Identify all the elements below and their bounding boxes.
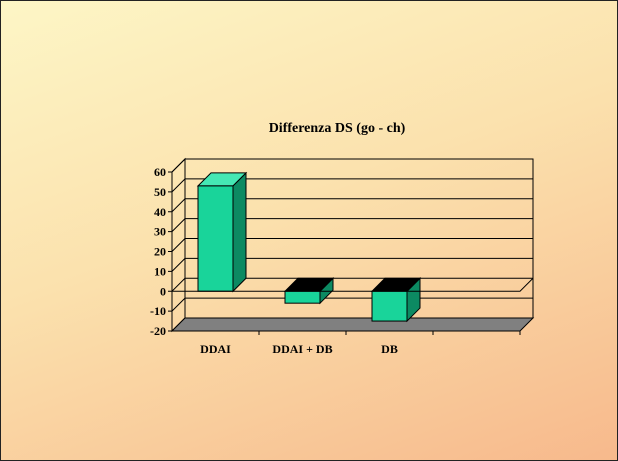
gridline	[168, 158, 533, 173]
bar-front	[197, 185, 234, 292]
y-tick-label: 50	[154, 185, 166, 199]
bar	[196, 171, 248, 293]
category-labels: DDAI DDAI + DB DB	[200, 331, 521, 356]
bar-front	[371, 290, 408, 322]
gridline	[168, 178, 533, 193]
floor-plane	[170, 317, 535, 332]
y-tick-label: 0	[160, 284, 166, 298]
bar	[370, 277, 422, 323]
chart-title: Differenza DS (go - ch)	[269, 121, 406, 136]
category-label: DB	[381, 342, 398, 356]
zero-baseline	[172, 277, 534, 292]
y-tick-label: 20	[154, 245, 166, 259]
gridline	[168, 198, 533, 213]
gridline	[168, 277, 533, 292]
y-tick-label: -10	[150, 304, 166, 318]
y-axis-tick-labels: 60 50 40 30 20 10 0 -10 -20	[150, 165, 166, 338]
y-tick-label: -20	[150, 324, 166, 338]
gridline	[168, 238, 533, 252]
plot-floor	[170, 317, 535, 332]
bar-side	[232, 171, 247, 293]
zero-line	[172, 277, 534, 292]
y-tick-label: 10	[154, 264, 166, 278]
y-tick-label: 60	[154, 165, 166, 179]
category-label: DDAI + DB	[272, 342, 332, 356]
gridline	[168, 297, 533, 312]
bar-front	[284, 290, 321, 304]
gridline	[168, 257, 533, 272]
category-label: DDAI	[200, 342, 231, 356]
gridline	[168, 218, 533, 233]
bar	[283, 277, 335, 305]
bars	[196, 171, 422, 323]
y-tick-label: 40	[154, 205, 166, 219]
y-tick-label: 30	[154, 225, 166, 239]
